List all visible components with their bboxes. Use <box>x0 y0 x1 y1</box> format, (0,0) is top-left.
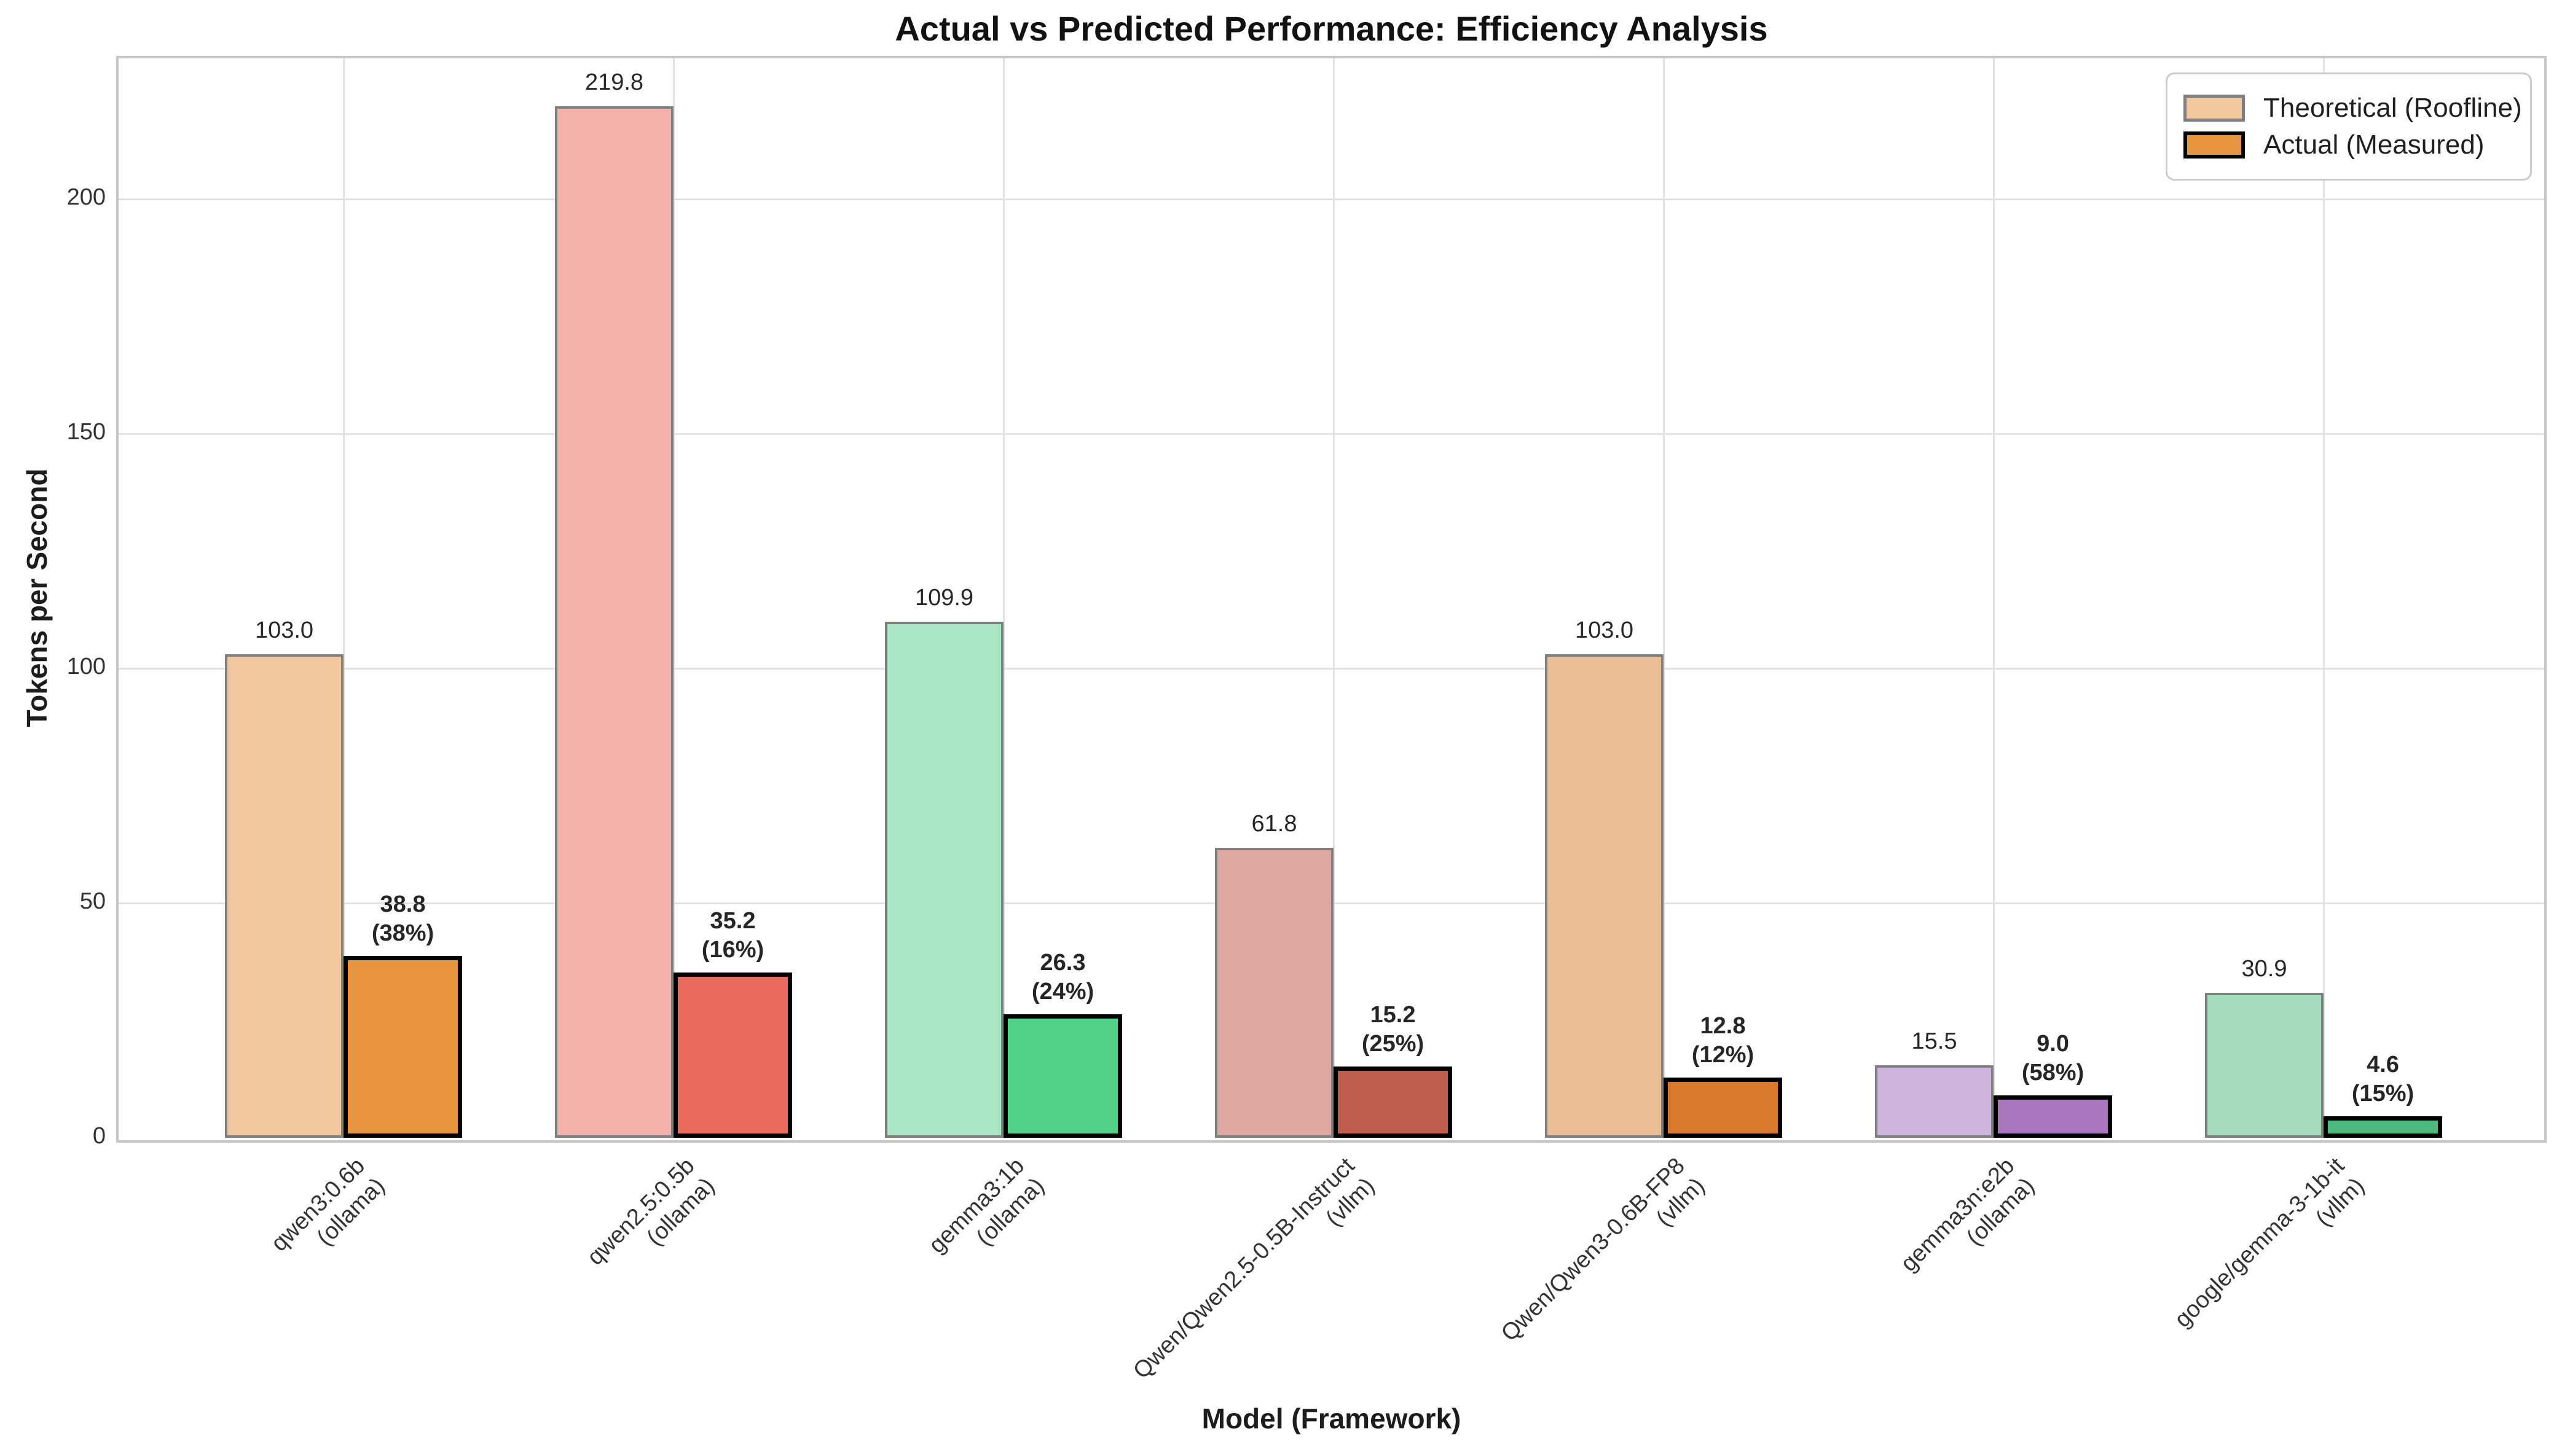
plot-area-border <box>116 56 2547 1143</box>
y-tick-label: 150 <box>66 419 106 445</box>
legend-swatch-actual <box>2183 131 2245 159</box>
y-tick-label: 100 <box>66 654 106 679</box>
chart-title: Actual vs Predicted Performance: Efficie… <box>895 9 1768 48</box>
x-tick-label: qwen3:0.6b (ollama) <box>265 1153 390 1257</box>
x-tick-label: qwen2.5:0.5b (ollama) <box>582 1153 720 1270</box>
actual-value-label: 26.3 (24%) <box>1031 950 1094 1004</box>
actual-bar <box>2324 1116 2442 1138</box>
v-gridline <box>1333 58 1335 1138</box>
x-tick-label: Qwen/Qwen2.5-0.5B-Instruct (vllm) <box>1128 1153 1380 1384</box>
v-gridline <box>1003 58 1005 1138</box>
x-tick-label: google/gemma-3-1b-it (vllm) <box>2169 1153 2370 1333</box>
y-tick-label: 200 <box>66 184 106 210</box>
theoretical-bar <box>555 106 674 1138</box>
actual-value-label: 15.2 (25%) <box>1361 1002 1424 1057</box>
actual-value-label: 12.8 (12%) <box>1691 1013 1754 1068</box>
actual-value-label: 35.2 (16%) <box>701 908 764 963</box>
x-tick-label: gemma3n:e2b (ollama) <box>1895 1153 2040 1277</box>
h-gridline <box>119 433 2544 435</box>
legend: Theoretical (Roofline) Actual (Measured) <box>2166 72 2532 181</box>
theoretical-bar <box>1875 1065 1994 1138</box>
theoretical-bar <box>2205 993 2324 1138</box>
actual-bar <box>1664 1078 1782 1138</box>
actual-bar <box>1004 1014 1122 1138</box>
legend-label-actual: Actual (Measured) <box>2263 130 2485 160</box>
theoretical-value-label: 103.0 <box>1574 617 1634 643</box>
x-tick-label: gemma3:1b (ollama) <box>924 1153 1050 1259</box>
theoretical-value-label: 219.8 <box>584 69 644 95</box>
actual-bar <box>344 956 462 1138</box>
actual-value-label: 4.6 (15%) <box>2351 1052 2415 1106</box>
actual-value-label: 9.0 (58%) <box>2021 1031 2085 1086</box>
v-gridline <box>673 58 675 1138</box>
actual-value-label: 38.8 (38%) <box>371 891 434 946</box>
v-gridline <box>1663 58 1665 1138</box>
y-axis-label: Tokens per Second <box>21 468 53 727</box>
theoretical-bar <box>885 622 1004 1138</box>
theoretical-value-label: 109.9 <box>914 584 974 611</box>
x-axis-label: Model (Framework) <box>1201 1403 1461 1434</box>
h-gridline <box>119 668 2544 670</box>
theoretical-value-label: 15.5 <box>1911 1028 1957 1054</box>
v-gridline <box>2323 58 2325 1138</box>
actual-bar <box>674 973 792 1138</box>
legend-swatch-theoretical <box>2183 95 2245 122</box>
v-gridline <box>1993 58 1995 1138</box>
x-tick-label: Qwen/Qwen3-0.6B-FP8 (vllm) <box>1496 1153 1710 1347</box>
legend-item-actual: Actual (Measured) <box>2183 130 2514 160</box>
y-tick-label: 0 <box>92 1123 106 1149</box>
actual-bar <box>1994 1095 2112 1138</box>
v-gridline <box>343 58 345 1138</box>
theoretical-bar <box>1215 848 1334 1138</box>
theoretical-value-label: 61.8 <box>1251 810 1297 837</box>
actual-bar <box>1334 1067 1452 1138</box>
h-gridline <box>119 198 2544 200</box>
legend-label-theoretical: Theoretical (Roofline) <box>2263 93 2522 123</box>
legend-item-theoretical: Theoretical (Roofline) <box>2183 93 2522 123</box>
theoretical-bar <box>1545 654 1664 1138</box>
theoretical-value-label: 30.9 <box>2241 955 2287 982</box>
theoretical-value-label: 103.0 <box>254 617 314 643</box>
y-tick-label: 50 <box>79 888 106 914</box>
theoretical-bar <box>225 654 344 1138</box>
